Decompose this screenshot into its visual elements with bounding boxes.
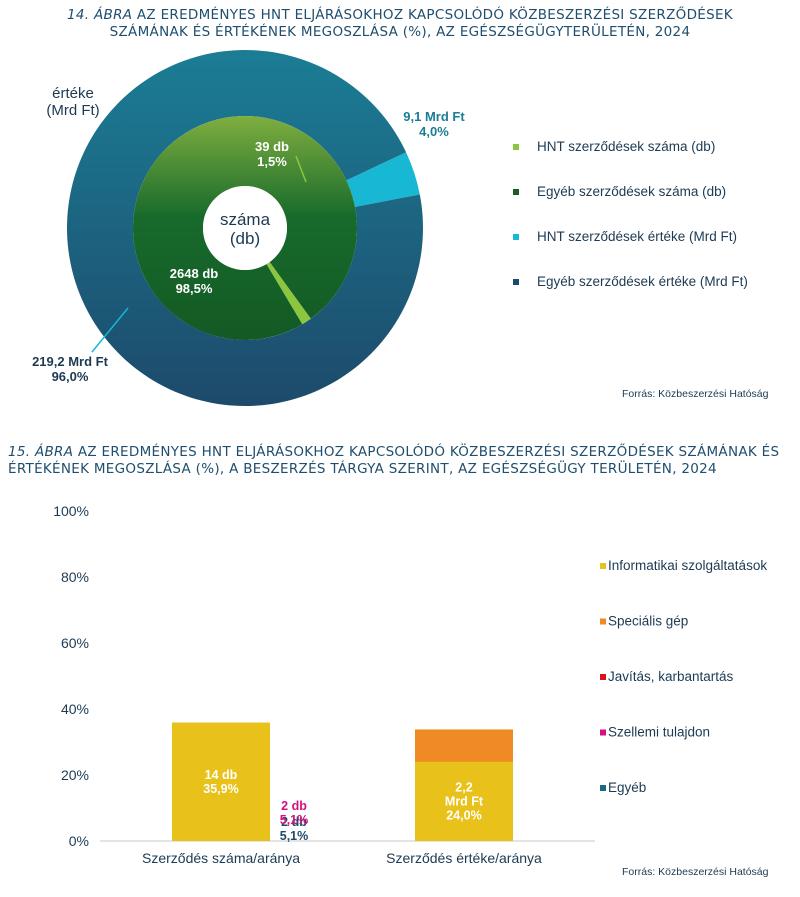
bar-legend-label-1: Speciális gép — [608, 614, 688, 629]
bar-legend-swatch-0 — [600, 563, 606, 569]
inner-other-percent-label: 98,5% — [176, 281, 213, 296]
outer-ring-label-line2: (Mrd Ft) — [46, 102, 99, 119]
y-tick-label: 40% — [61, 701, 89, 717]
legend-swatch-1 — [513, 189, 519, 195]
outer-ring-label-line1: értéke — [52, 85, 94, 102]
figure14-title-line2: SZÁMÁNAK ÉS ÉRTÉKÉNEK MEGOSZLÁSA (%), AZ… — [109, 24, 691, 40]
bar-legend-swatch-1 — [600, 618, 606, 625]
outer-slice-0 — [346, 152, 420, 207]
y-tick-label: 80% — [61, 569, 89, 585]
bar-data-label: 24,0% — [446, 808, 481, 822]
figure15-source: Forrás: Közbeszerzési Hatóság — [622, 866, 769, 878]
legend-swatch-2 — [513, 234, 519, 240]
outer-slice-1 — [67, 50, 424, 407]
bar-data-label: 14 db — [205, 768, 238, 782]
figure14-title-number: 14. ÁBRA — [67, 7, 133, 23]
inner-hnt-leader-line — [295, 155, 307, 183]
bar-legend-label-4: Egyéb — [608, 780, 646, 795]
legend-label-3: Egyéb szerződések értéke (Mrd Ft) — [537, 274, 748, 289]
figure15-title-line2: ÉRTÉKÉNEK MEGOSZLÁSA (%), A BESZERZÉS TÁ… — [8, 461, 717, 477]
inner-slice-0 — [266, 261, 311, 325]
y-tick-label: 20% — [61, 767, 89, 783]
x-category-label: Szerződés értéke/aránya — [386, 850, 542, 866]
y-tick-label: 0% — [69, 833, 89, 849]
outer-hnt-value-label: 9,1 Mrd Ft — [403, 109, 465, 124]
donut-hole — [203, 186, 287, 270]
bar-legend-label-2: Javítás, karbantartás — [608, 669, 734, 684]
figure15-title-number: 15. ÁBRA — [8, 444, 74, 460]
x-category-label: Szerződés száma/aránya — [142, 850, 300, 866]
figure14-title-text: AZ EREDMÉNYES HNT ELJÁRÁSOKHOZ KAPCSOLÓD… — [132, 7, 733, 23]
bar-legend-swatch-2 — [600, 674, 606, 680]
inner-other-value-label: 2648 db — [170, 266, 218, 281]
bar-segment-4-0 — [172, 722, 270, 841]
y-tick-label: 100% — [53, 503, 89, 519]
bar-legend-label-3: Szellemi tulajdon — [608, 725, 710, 740]
legend-label-1: Egyéb szerződések száma (db) — [537, 184, 726, 199]
bar-segment-4-1 — [415, 761, 513, 841]
bar-data-label: 35,9% — [203, 782, 238, 796]
bar-data-label: Mrd Ft — [445, 794, 484, 808]
inner-hnt-value-label: 39 db — [255, 139, 289, 154]
legend-swatch-3 — [513, 279, 519, 285]
bar-legend-swatch-3 — [600, 729, 606, 736]
bar-data-label: 5,1% — [280, 813, 309, 827]
bar-data-label: 2 db — [281, 799, 307, 813]
bar-legend-swatch-4 — [600, 785, 606, 791]
stacked-bar-chart: 0% 20% 40% 60% 80% 100% Szerződés száma/arány… — [53, 503, 767, 866]
legend-swatch-0 — [513, 144, 519, 150]
outer-other-percent-label: 96,0% — [52, 369, 89, 384]
inner-slice-1 — [133, 116, 358, 340]
bar-legend-label-0: Informatikai szolgáltatások — [608, 558, 767, 573]
center-label-line2: (db) — [230, 229, 260, 248]
center-label-line1: száma — [220, 210, 271, 229]
legend-label-0: HNT szerződések száma (db) — [537, 139, 715, 154]
outer-hnt-percent-label: 4,0% — [419, 124, 449, 139]
outer-other-leader-line — [91, 307, 129, 353]
figure14-title: 14. ÁBRA AZ EREDMÉNYES HNT ELJÁRÁSOKHOZ … — [10, 7, 790, 41]
bar-data-label: 2,2 — [455, 780, 472, 794]
legend-label-2: HNT szerződések értéke (Mrd Ft) — [537, 229, 737, 244]
outer-other-value-label: 219,2 Mrd Ft — [32, 354, 109, 369]
figure14-source: Forrás: Közbeszerzési Hatóság — [622, 388, 769, 400]
donut-chart: értéke (Mrd Ft) száma (db) 39 db1,5% 2648… — [32, 50, 748, 407]
figure15-title: 15. ÁBRA AZ EREDMÉNYES HNT ELJÁRÁSOKHOZ … — [8, 444, 798, 478]
y-tick-label: 60% — [61, 635, 89, 651]
inner-hnt-percent-label: 1,5% — [257, 154, 287, 169]
bar-data-label: 2 db — [281, 815, 307, 829]
figure15-title-text: AZ EREDMÉNYES HNT ELJÁRÁSOKHOZ KAPCSOLÓD… — [73, 444, 780, 460]
bar-data-label: 5,1% — [280, 829, 309, 843]
